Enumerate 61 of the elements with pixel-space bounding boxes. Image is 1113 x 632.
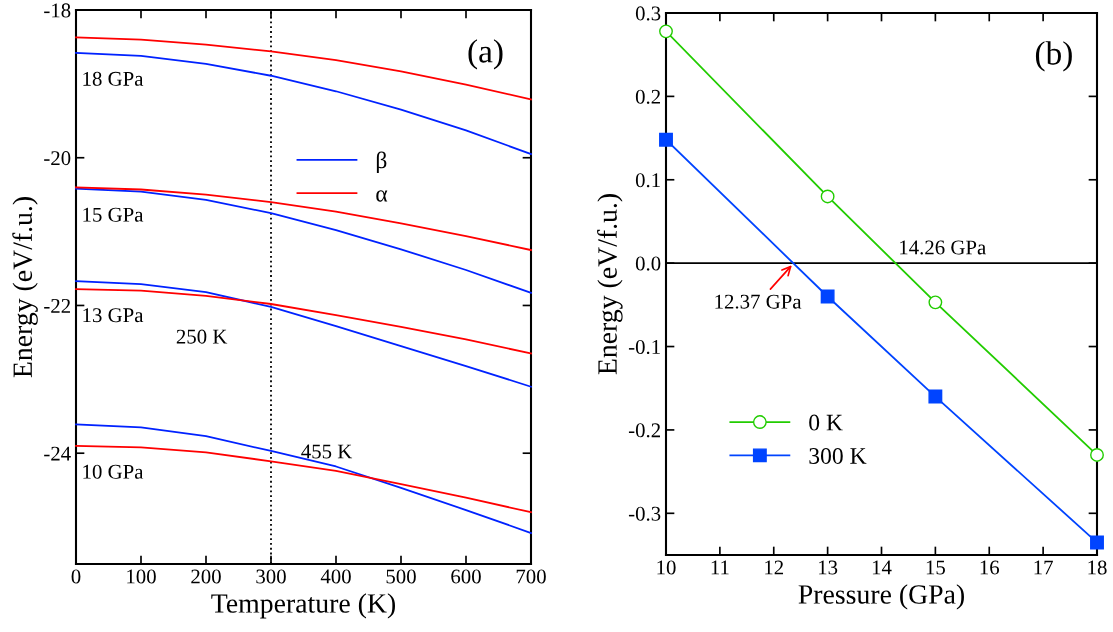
annotation: 14.26 GPa bbox=[900, 240, 986, 255]
annotation: 15 GPa bbox=[83, 207, 144, 222]
point bbox=[820, 189, 835, 204]
point bbox=[1090, 447, 1104, 462]
legend-label: α bbox=[376, 190, 388, 202]
legend-label: 300 K bbox=[809, 447, 867, 464]
y-axis-title: Energy (eV/f.u.) bbox=[12, 197, 38, 378]
x-tick-label: 10 bbox=[657, 560, 676, 575]
annotation: 18 GPa bbox=[83, 71, 144, 86]
y-tick-label: -0.3 bbox=[628, 506, 661, 521]
x-tick-label: 400 bbox=[320, 569, 351, 584]
annotation: 13 GPa bbox=[83, 308, 144, 323]
x-tick-label: 0 bbox=[71, 569, 81, 584]
y-tick-label: -0.1 bbox=[628, 339, 660, 355]
y-tick-label: 0.0 bbox=[635, 256, 661, 271]
x-tick-label: 200 bbox=[191, 569, 221, 584]
x-tick-label: 16 bbox=[980, 560, 1000, 575]
x-tick-label: 500 bbox=[386, 569, 416, 584]
legend-label: 0 K bbox=[809, 414, 843, 431]
annotation: (a) bbox=[468, 39, 503, 70]
line-series bbox=[75, 280, 532, 388]
y-tick-label: -0.2 bbox=[628, 423, 660, 438]
legend-label: β bbox=[376, 151, 387, 174]
x-tick-label: 700 bbox=[516, 569, 546, 584]
x-tick-label: 11 bbox=[711, 560, 729, 575]
line-series bbox=[75, 187, 532, 294]
annotation: 10 GPa bbox=[83, 464, 144, 479]
line-series bbox=[75, 288, 532, 355]
point bbox=[1090, 535, 1104, 550]
annotation: 12.37 GPa bbox=[715, 294, 802, 309]
y-tick-label: 0.1 bbox=[635, 173, 660, 188]
line-series bbox=[75, 36, 532, 101]
y-tick-label: -22 bbox=[44, 298, 70, 313]
point bbox=[928, 389, 943, 404]
point bbox=[659, 132, 673, 147]
x-tick-label: 18 bbox=[1088, 560, 1107, 575]
y-tick-label: -20 bbox=[44, 151, 71, 166]
line-series bbox=[75, 444, 532, 514]
line-series bbox=[75, 423, 532, 534]
y-axis-title: Energy (eV/f.u.) bbox=[597, 194, 623, 375]
annotation: 455 K bbox=[301, 444, 353, 459]
y-tick-label: -24 bbox=[44, 446, 71, 461]
point bbox=[820, 289, 835, 304]
x-tick-label: 600 bbox=[451, 569, 481, 584]
x-tick-label: 12 bbox=[765, 560, 784, 575]
annotation: (b) bbox=[1035, 41, 1072, 72]
y-tick-label: -18 bbox=[44, 3, 71, 18]
x-tick-label: 100 bbox=[127, 569, 156, 584]
x-axis-title: Pressure (GPa) bbox=[798, 584, 964, 610]
y-tick-label: 0.3 bbox=[635, 6, 661, 21]
x-tick-label: 15 bbox=[926, 560, 945, 575]
x-axis-title: Temperature (K) bbox=[211, 593, 395, 619]
x-tick-label: 14 bbox=[872, 560, 892, 575]
point bbox=[928, 295, 943, 310]
x-tick-label: 13 bbox=[819, 560, 838, 575]
line-series bbox=[75, 186, 532, 251]
x-tick-label: 17 bbox=[1034, 560, 1053, 575]
x-tick-label: 300 bbox=[256, 569, 286, 584]
point bbox=[659, 24, 673, 39]
annotation: 250 K bbox=[176, 329, 228, 344]
y-tick-label: 0.2 bbox=[635, 89, 660, 104]
